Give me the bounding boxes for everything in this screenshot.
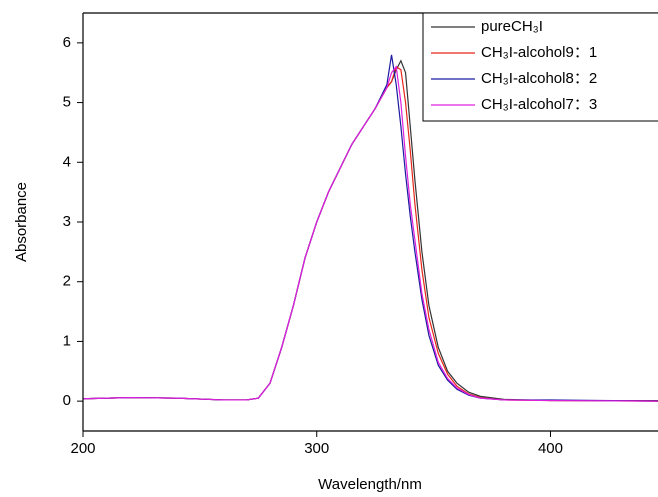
x-tick-label: 400 [538,440,563,457]
y-tick-label: 0 [63,392,71,409]
legend-label: CH₃I-alcohol9：1 [481,44,597,61]
series-line [83,65,658,402]
y-tick-label: 4 [63,153,71,170]
y-tick-label: 1 [63,332,71,349]
y-tick-label: 2 [63,273,71,290]
y-tick-label: 6 [63,34,71,51]
y-tick-label: 3 [63,213,71,230]
x-axis-label: Wavelength/nm [318,476,422,493]
plot-lines [83,54,658,402]
x-tick-label: 200 [70,440,95,457]
legend-label: pureCH₃I [481,18,543,35]
legend: pureCH₃I CH₃I-alcohol9：1 CH₃I-alcohol8：2 CH… [431,18,597,113]
legend-box [422,12,658,122]
legend-label: CH₃I-alcohol8：2 [481,70,597,87]
y-tick-label: 5 [63,94,71,111]
x-tick-label: 300 [304,440,329,457]
legend-label: CH₃I-alcohol7：3 [481,96,597,113]
y-axis-label: Absorbance [13,182,30,262]
